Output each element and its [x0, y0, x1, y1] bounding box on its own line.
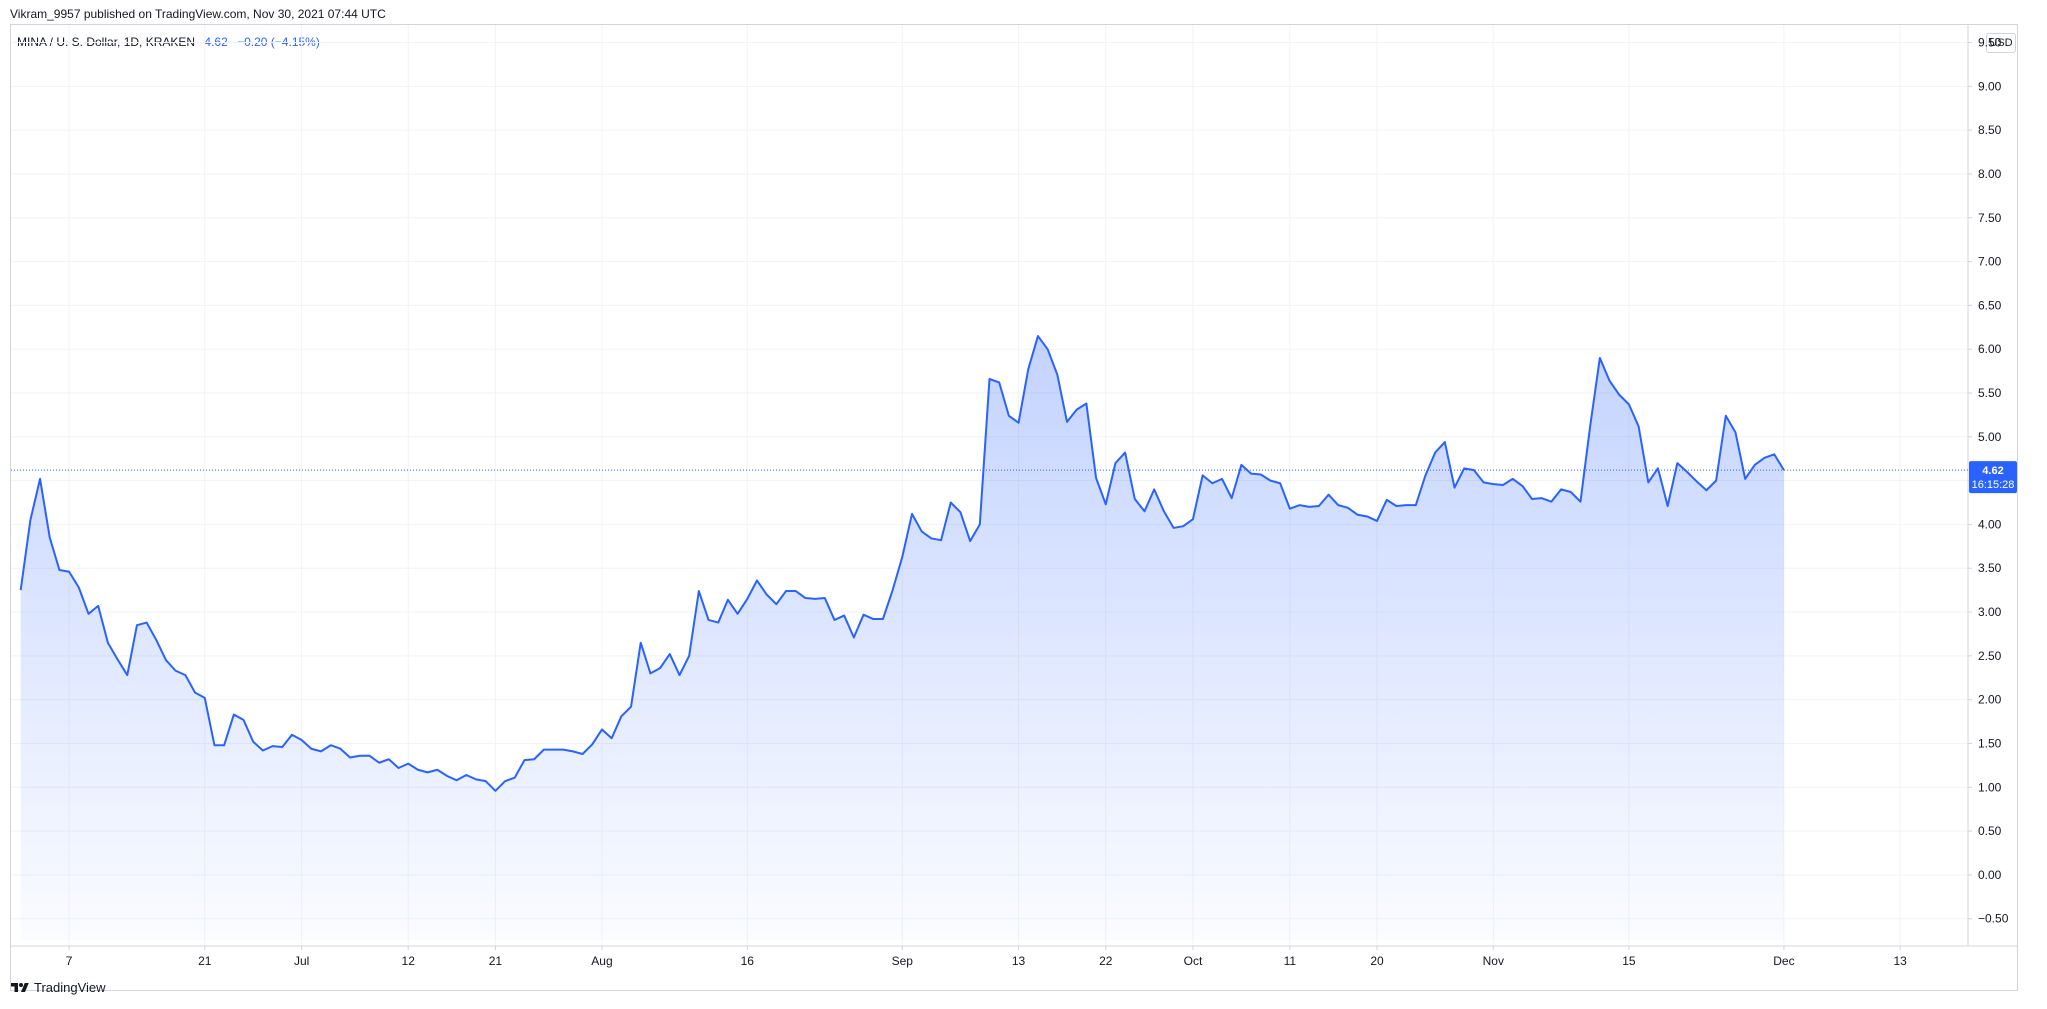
y-tick-label: 0.50 — [1978, 824, 2002, 838]
footer[interactable]: TradingView — [10, 980, 106, 995]
x-tick-label: 11 — [1284, 954, 1297, 968]
symbol-legend[interactable]: MINA / U. S. Dollar, 1D, KRAKEN 4.62 −0.… — [17, 35, 320, 49]
y-tick-label: 3.00 — [1978, 605, 2002, 619]
y-tick-label: 7.00 — [1978, 255, 2002, 269]
series-layer — [11, 335, 1968, 940]
footer-brand: TradingView — [34, 980, 106, 995]
y-tick-label: 9.00 — [1978, 79, 2002, 93]
x-tick-label: Nov — [1483, 954, 1504, 968]
x-tick-label: 13 — [1012, 954, 1026, 968]
x-tick-label: 7 — [66, 954, 73, 968]
y-tick-label: 2.00 — [1978, 693, 2002, 707]
currency-button[interactable]: USD — [1986, 33, 2016, 53]
y-tick-label: 5.00 — [1978, 430, 2002, 444]
y-tick-label: −0.50 — [1978, 912, 2009, 926]
last-price-value: 4.62 — [204, 35, 228, 49]
price-tag-value: 4.62 — [1982, 465, 2003, 477]
x-tick-label: Oct — [1184, 954, 1203, 968]
symbol-title: MINA / U. S. Dollar, 1D, KRAKEN — [17, 35, 196, 49]
axes — [11, 25, 2017, 950]
x-tick-label: 13 — [1894, 954, 1908, 968]
y-tick-label: 6.50 — [1978, 298, 2002, 312]
y-tick-label: 9.50 — [1978, 36, 2002, 50]
y-tick-label: 4.00 — [1978, 517, 2002, 531]
tradingview-logo-icon — [11, 982, 29, 992]
y-tick-label: 8.50 — [1978, 123, 2002, 137]
price-area-fill — [20, 336, 1784, 940]
x-tick-label: 21 — [489, 954, 503, 968]
x-tick-label: 21 — [198, 954, 212, 968]
axis-labels: 9.50 9.00 8.50 8.00 7.50 7.00 6.50 6.00 5.50 5.00… — [66, 36, 2009, 968]
y-tick-label: 8.00 — [1978, 167, 2002, 181]
x-tick-label: 12 — [402, 954, 416, 968]
y-tick-label: 7.50 — [1978, 211, 2002, 225]
x-tick-label: 20 — [1370, 954, 1384, 968]
y-tick-label: 2.50 — [1978, 649, 2002, 663]
y-tick-label: 1.00 — [1978, 780, 2002, 794]
y-tick-label: 3.50 — [1978, 561, 2002, 575]
publisher-caption: Vikram_9957 published on TradingView.com… — [10, 7, 386, 21]
x-tick-label: Aug — [591, 954, 612, 968]
price-tag-countdown: 16:15:28 — [1972, 479, 2015, 491]
x-tick-label: Sep — [892, 954, 914, 968]
price-tag-background — [1969, 461, 2017, 494]
x-tick-label: 15 — [1622, 954, 1636, 968]
y-tick-label: 6.00 — [1978, 342, 2002, 356]
price-change-value: −0.20 (−4.15%) — [237, 35, 320, 49]
chart-frame — [10, 24, 2018, 991]
x-tick-label: Dec — [1773, 954, 1794, 968]
x-tick-label: 22 — [1099, 954, 1113, 968]
x-tick-label: Jul — [294, 954, 309, 968]
y-tick-label: 1.50 — [1978, 736, 2002, 750]
y-tick-label: 0.00 — [1978, 868, 2002, 882]
x-tick-label: 16 — [741, 954, 755, 968]
last-price-tag: 4.62 16:15:28 — [1969, 461, 2017, 494]
y-tick-label: 5.50 — [1978, 386, 2002, 400]
price-line — [19, 335, 1785, 792]
